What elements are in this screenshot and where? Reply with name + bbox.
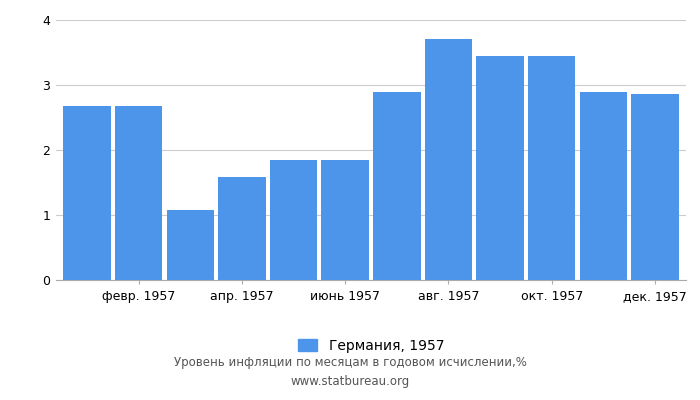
Bar <box>580 92 627 280</box>
Bar <box>373 92 421 280</box>
Bar <box>63 106 111 280</box>
Bar <box>270 160 317 280</box>
Text: Уровень инфляции по месяцам в годовом исчислении,%
www.statbureau.org: Уровень инфляции по месяцам в годовом ис… <box>174 356 526 388</box>
Bar <box>425 39 472 280</box>
Bar <box>631 94 679 280</box>
Legend: Германия, 1957: Германия, 1957 <box>298 339 444 353</box>
Bar <box>218 177 266 280</box>
Bar <box>321 160 369 280</box>
Bar <box>476 56 524 280</box>
Bar <box>115 106 162 280</box>
Bar <box>528 56 575 280</box>
Bar <box>167 210 214 280</box>
